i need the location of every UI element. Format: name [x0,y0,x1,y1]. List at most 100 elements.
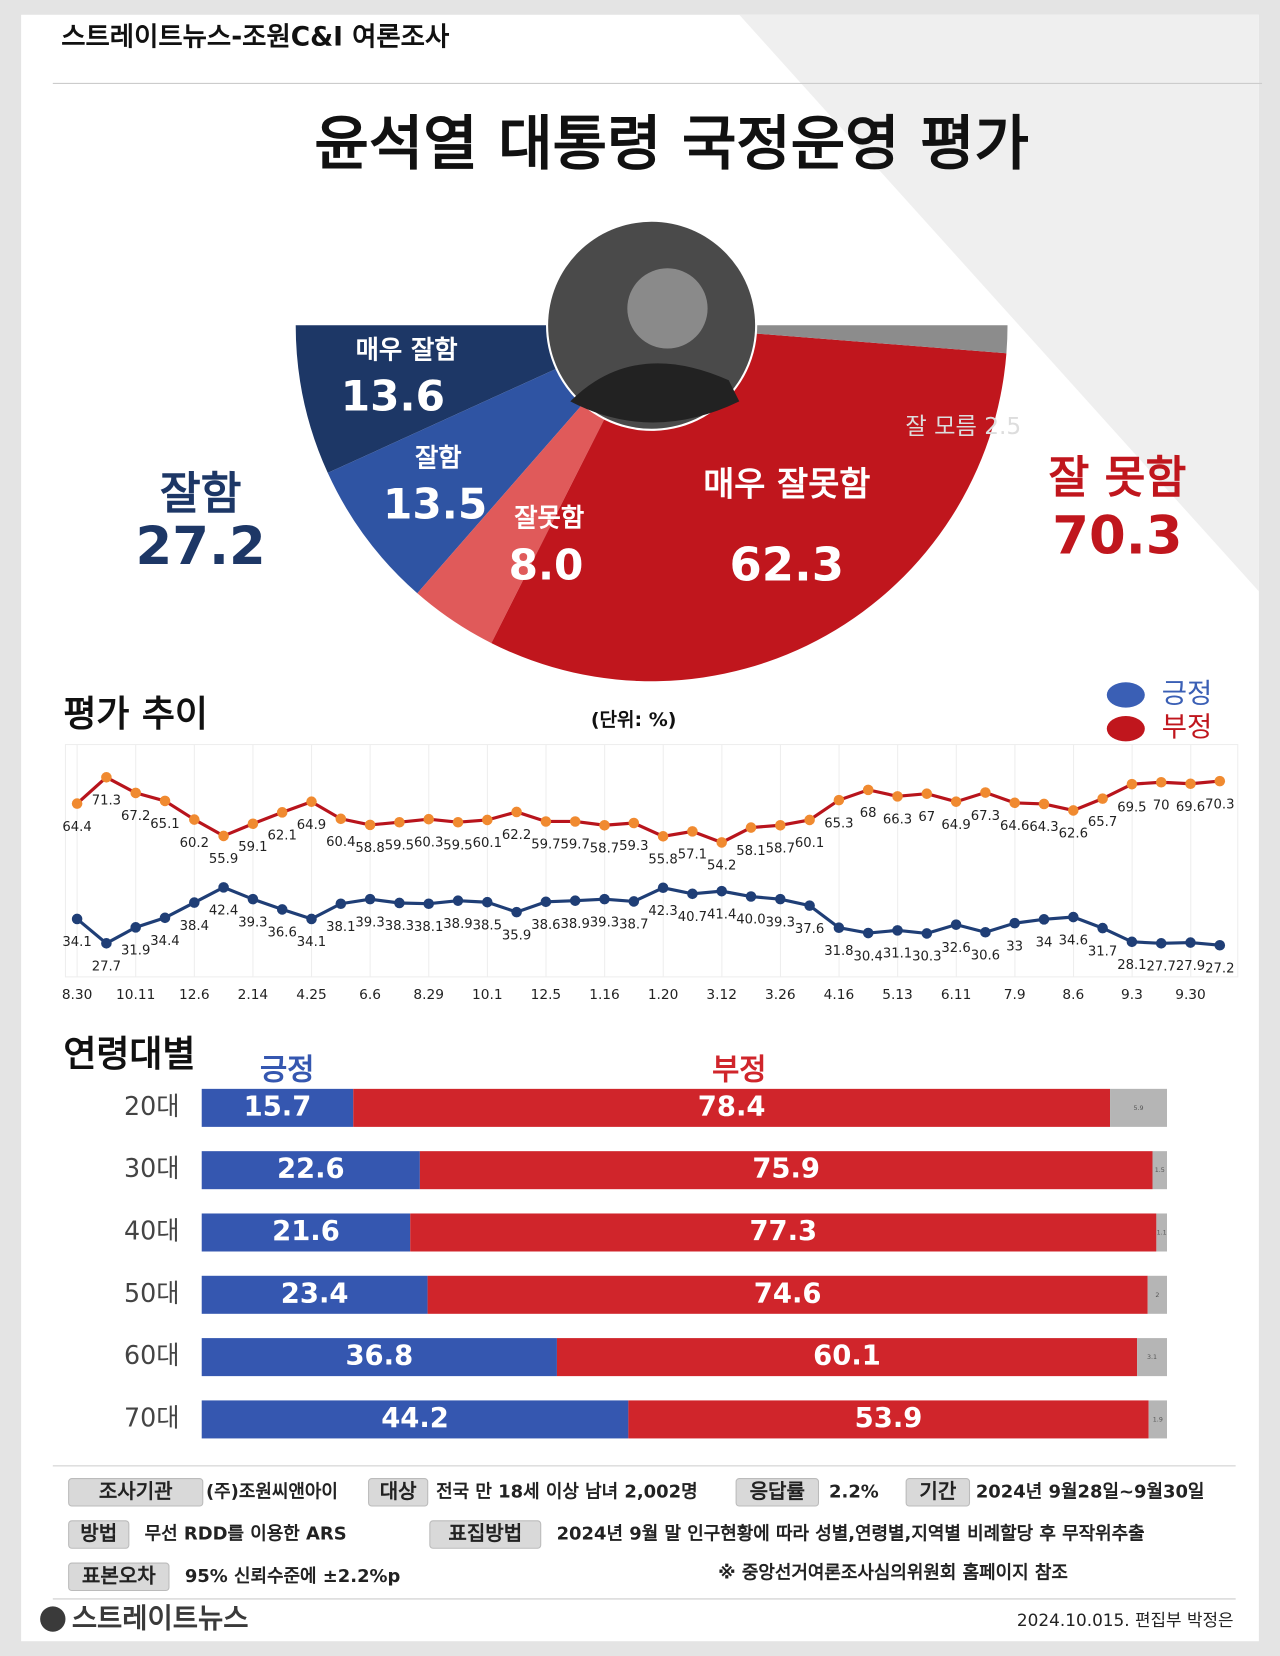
data-label: 67 [918,810,935,825]
point [247,818,259,830]
note: ※ 중앙선거여론조사심의위원회 홈페이지 참조 [718,1562,1068,1584]
point [716,885,727,897]
data-label: 15.7 [244,1091,312,1122]
y-tick-label: 30대 [124,1153,180,1183]
data-label: 27.9 [1176,959,1205,974]
x-tick-label: 4.16 [824,987,855,1003]
point [921,788,933,799]
point [159,912,171,924]
point [745,891,757,902]
data-label: 58.7 [766,842,795,857]
series-line [76,885,1220,947]
data-label: 38.7 [619,918,648,933]
data-label: 60.2 [180,836,209,851]
data-label: 53.9 [855,1403,923,1434]
pie-slice [491,333,1007,682]
info-label-box [68,1520,130,1549]
slice-name: 매우 잘함 [356,335,458,365]
data-label: 66.3 [883,813,912,828]
data-label: 59.7 [561,838,590,853]
point [276,904,288,915]
info-label: 표본오차 [82,1563,156,1587]
point [687,826,698,837]
x-tick-label: 4.25 [296,987,327,1003]
bar-segment [1148,1400,1167,1439]
bar-segment [201,1213,411,1252]
logo: 스트레이트뉴스 [72,1604,249,1635]
point [628,817,640,829]
slice-name: 잘 모름 [905,413,976,440]
point [1214,939,1226,951]
info-label-box [68,1562,170,1592]
data-label: 59.5 [443,838,472,853]
point [628,896,640,907]
data-label: 58.8 [355,841,384,856]
data-label: 60.1 [795,836,824,851]
point [335,898,347,910]
point [775,893,786,905]
data-label: 1.9 [1153,1416,1163,1423]
data-label: 38.1 [326,920,355,935]
section-title: 평가 추이 [63,694,208,735]
info-label-box [368,1478,429,1507]
x-tick-label: 12.6 [179,987,210,1003]
data-label: 30.6 [971,949,1000,964]
data-label: 22.6 [277,1154,345,1185]
data-label: 31.1 [883,947,912,962]
summary-label: 잘함 [160,468,242,519]
point [1068,805,1079,816]
data-label: 70 [1153,798,1170,813]
data-label: 42.3 [648,904,677,919]
info-label: 응답률 [750,1479,805,1503]
point [394,897,405,909]
point [130,787,141,799]
bar-segment [1147,1275,1167,1314]
point [276,807,288,818]
bar-segment [1152,1151,1167,1190]
point [1038,798,1050,810]
data-label: 36.8 [345,1341,413,1372]
data-label: 39.3 [766,915,795,930]
point [1009,917,1020,929]
bar-segment [1137,1338,1167,1377]
point [1097,922,1108,934]
data-label: 34 [1036,936,1053,951]
data-label: 31.9 [121,944,150,959]
x-tick-label: 8.6 [1062,987,1084,1003]
data-label: 39.3 [355,915,384,930]
data-label: 34.1 [62,935,91,950]
data-label: 65.3 [824,816,853,831]
x-tick-label: 9.30 [1175,987,1206,1003]
data-label: 64.6 [1000,819,1029,834]
data-label: 31.8 [824,944,853,959]
data-label: 39.3 [590,915,619,930]
data-label: 1.5 [1155,1167,1165,1174]
point [218,882,229,893]
summary-value: 70.3 [1052,505,1182,566]
point [687,888,698,900]
y-tick-label: 70대 [124,1402,180,1432]
slice-name: 매우 잘못함 [703,464,870,503]
legend-swatch [1106,682,1145,708]
slice-value: 13.5 [383,479,487,528]
info-label: 대상 [380,1479,417,1503]
info-label: 방법 [80,1521,117,1545]
data-label: 38.3 [385,919,414,934]
data-label: 38.9 [443,917,472,932]
info-value: 2024년 9월 말 인구현황에 따라 성별,연령별,지역별 비례할당 후 무작… [557,1523,1145,1545]
pie-slice [295,325,556,473]
point [511,806,522,818]
legend-label: 부정 [712,1052,766,1086]
data-label: 67.2 [121,809,150,824]
data-label: 40.7 [678,910,707,925]
point [364,893,376,905]
data-label: 5.9 [1133,1105,1143,1112]
info-label: 조사기관 [99,1479,173,1503]
point [423,898,434,910]
x-tick-label: 1.16 [589,987,620,1003]
point [540,896,552,908]
point [804,900,815,911]
data-label: 57.1 [678,848,707,863]
data-label: 62.6 [1059,827,1088,842]
y-tick-label: 40대 [124,1215,180,1245]
